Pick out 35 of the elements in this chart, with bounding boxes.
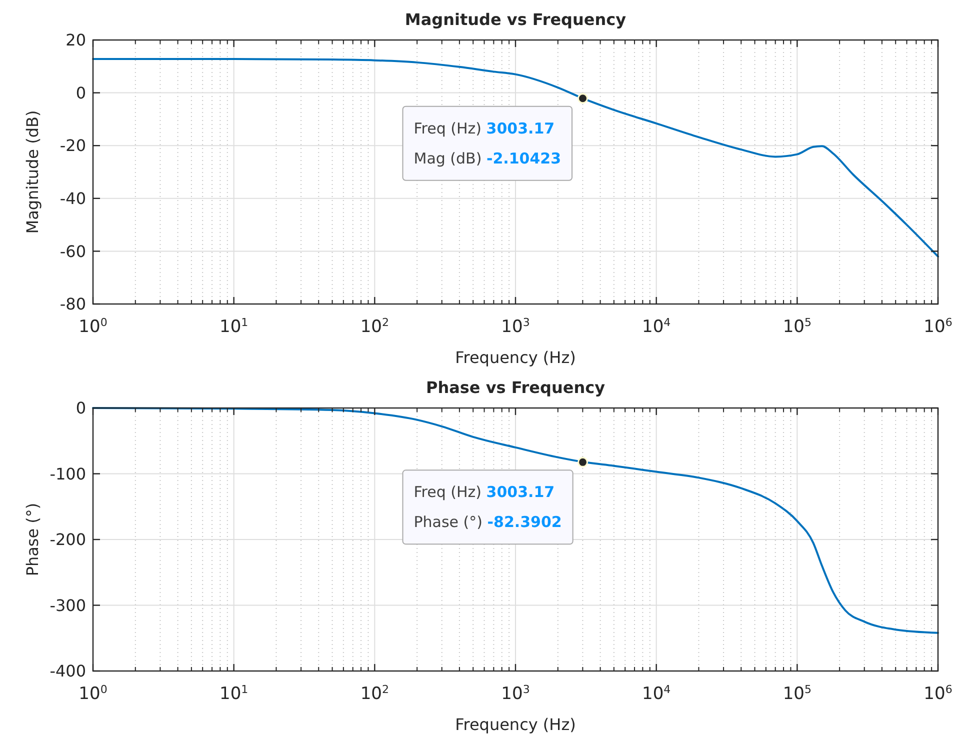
chart-title: Phase vs Frequency [426,378,606,397]
x-tick-label: 10$^{6}$ [924,682,952,704]
x-tick-label: 10$^{3}$ [501,682,530,704]
annotation: Freq (Hz) 3003.17 [414,483,555,502]
x-tick-label: 10$^{0}$ [78,682,108,704]
x-axis-title: Frequency (Hz) [455,715,576,734]
x-tick-label: 10$^{6}$ [924,316,952,337]
y-tick-label: -40 [60,189,86,208]
y-tick-label: -80 [60,294,86,314]
y-tick-label: -60 [60,242,86,261]
y-tick-label: -300 [50,596,86,615]
y-tick-label: 20 [66,30,86,50]
x-tick-label: 10$^{2}$ [360,316,389,337]
x-tick-label: 10$^{3}$ [501,316,530,337]
y-axis-title: Magnitude (dB) [23,110,42,234]
y-tick-label: -400 [50,662,86,681]
annotation: Mag (dB) -2.10423 [414,149,562,168]
y-tick-label: -200 [50,530,86,550]
x-tick-label: 10$^{4}$ [642,316,671,337]
x-tick-label: 10$^{1}$ [220,682,248,704]
y-tick-label: 0 [76,398,86,418]
chart-title: Magnitude vs Frequency [404,10,627,29]
x-tick-label: 10$^{0}$ [78,316,108,337]
y-tick-label: -20 [60,136,86,156]
annotation: Freq (Hz) 3003.17 [414,119,555,138]
x-tick-label: 10$^{5}$ [782,682,812,704]
x-tick-label: 10$^{2}$ [360,682,389,704]
x-tick-label: 10$^{4}$ [642,682,671,704]
x-tick-label: 10$^{5}$ [782,316,812,337]
annotation: Phase (°) -82.3902 [414,513,562,532]
x-tick-label: 10$^{1}$ [220,316,248,337]
x-axis-title: Frequency (Hz) [455,348,576,367]
y-axis-title: Phase (°) [23,502,42,576]
y-tick-label: -100 [50,464,86,484]
y-tick-label: 0 [76,83,86,102]
